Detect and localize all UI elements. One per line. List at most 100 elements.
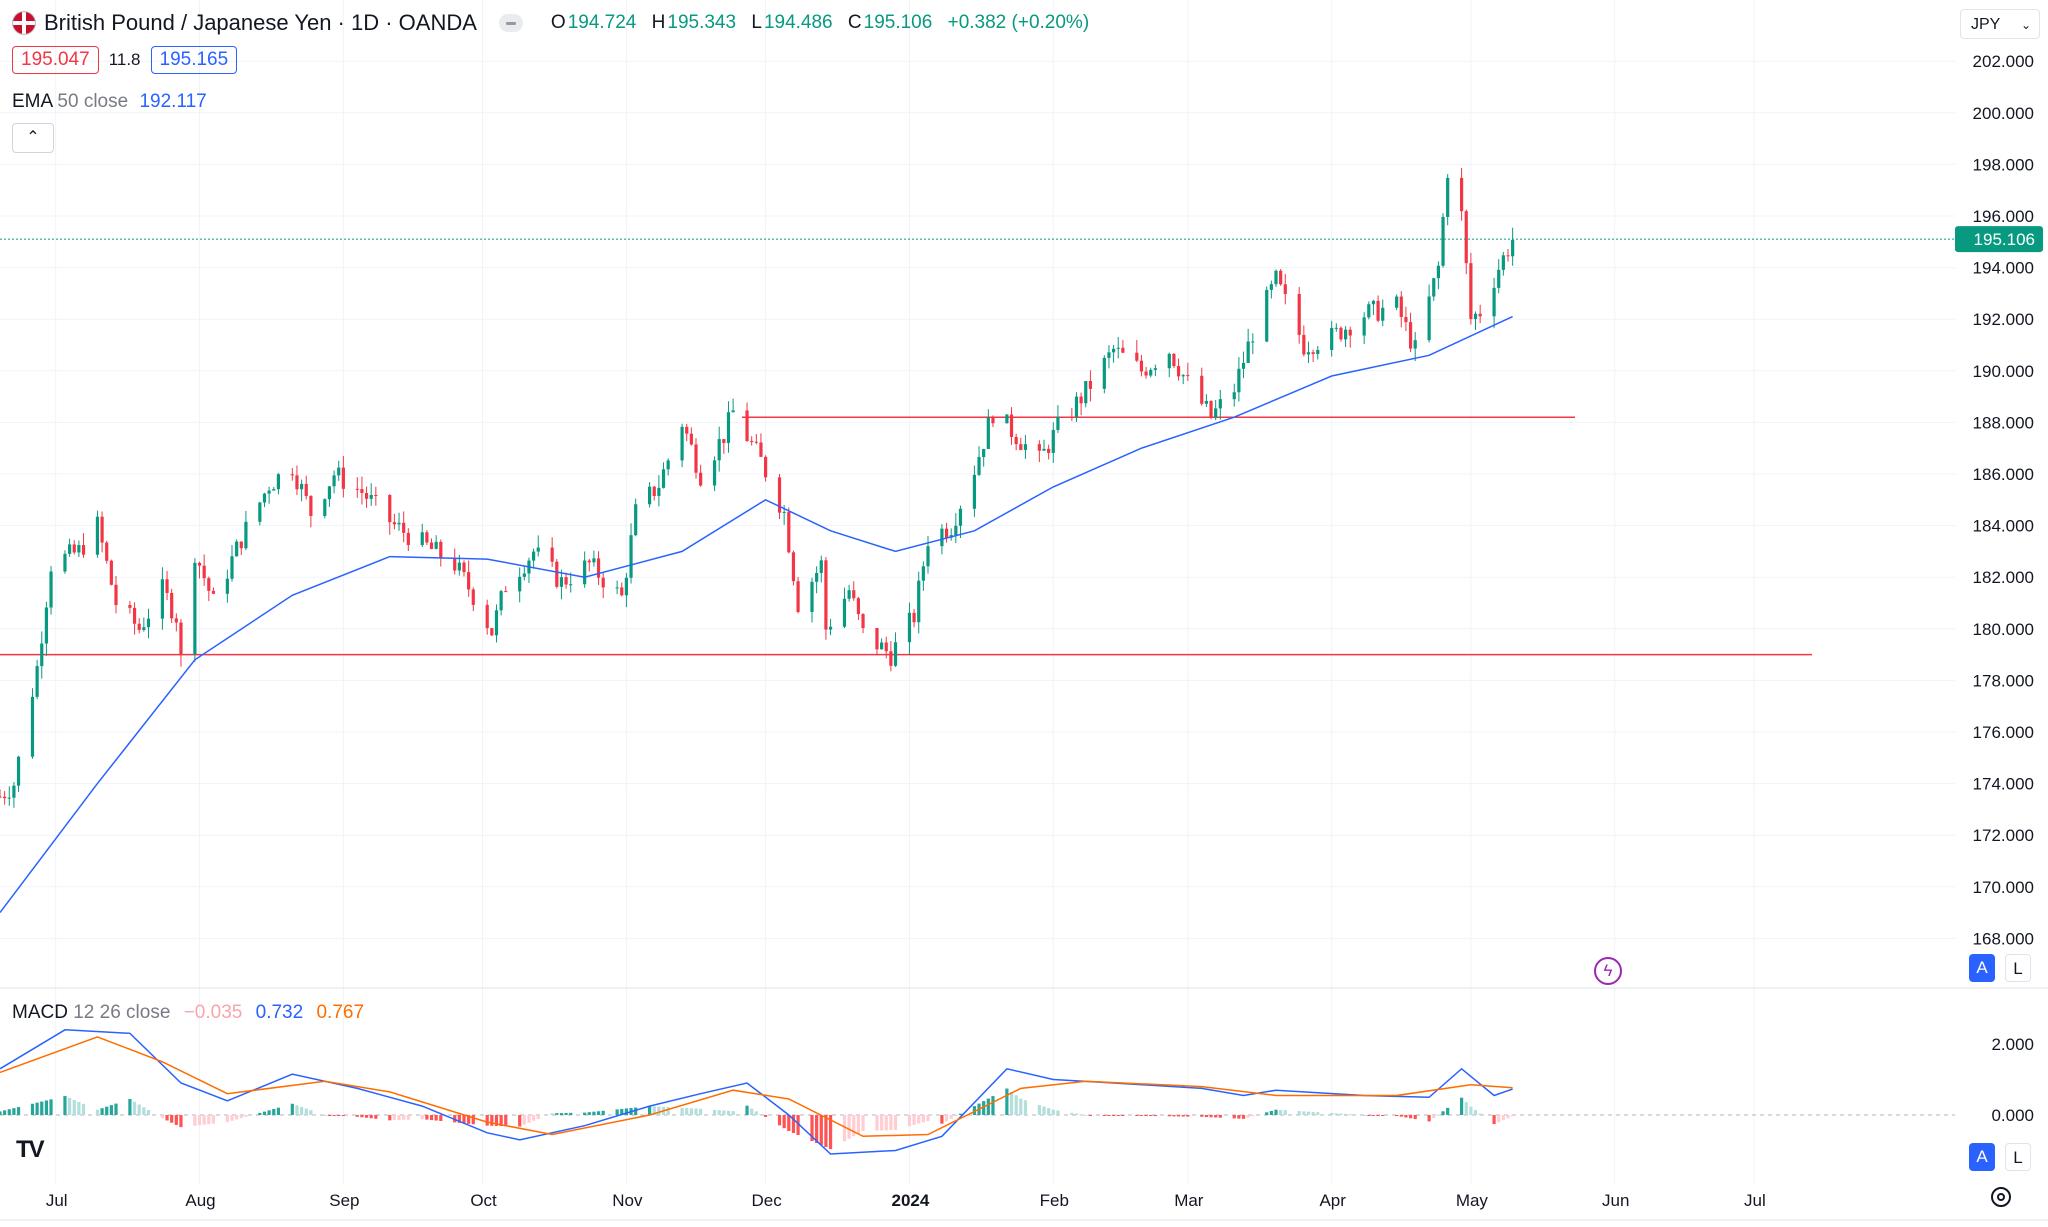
macd-histogram-bar — [1172, 1115, 1176, 1117]
auto-scale-button[interactable]: A — [1969, 954, 1995, 982]
candle-body — [912, 612, 916, 623]
time-tick-label: Nov — [612, 1191, 643, 1210]
candle-body — [267, 490, 271, 494]
candle-body — [944, 528, 949, 538]
candle — [1251, 333, 1255, 355]
macd-histogram-bar — [1376, 1115, 1380, 1116]
tradingview-logo-icon[interactable]: TV — [16, 1136, 45, 1163]
macd-histogram-bar — [397, 1115, 401, 1120]
candle — [750, 436, 754, 446]
candle — [661, 462, 666, 489]
price-tick-label: 180.000 — [1973, 620, 2034, 639]
time-tick-label: Jul — [46, 1191, 68, 1210]
macd-auto-scale-button[interactable]: A — [1969, 1143, 1995, 1171]
macd-histogram-bar — [77, 1101, 81, 1115]
macd-histogram-bar — [907, 1115, 912, 1127]
collapse-legend-button[interactable]: ⌃ — [12, 123, 54, 153]
more-options-icon[interactable] — [498, 14, 523, 32]
chevron-up-icon: ⌃ — [26, 129, 40, 146]
currency-select[interactable]: JPY ⌄ — [1960, 9, 2040, 39]
macd-log-scale-button[interactable]: L — [2005, 1143, 2031, 1171]
lightning-icon[interactable]: ϟ — [1594, 957, 1622, 985]
candle-body — [1074, 396, 1079, 418]
candle — [880, 638, 884, 650]
macd-histogram-bar — [880, 1115, 884, 1131]
macd-histogram-bar — [1088, 1115, 1092, 1116]
macd-histogram-bar — [940, 1115, 944, 1124]
macd-histogram-bar — [777, 1115, 782, 1126]
candle-body — [620, 587, 624, 596]
candle-body — [648, 486, 652, 505]
candle-body — [392, 522, 396, 525]
candle-body — [1023, 444, 1028, 450]
macd-histogram-bar — [1186, 1115, 1190, 1117]
settings-gear-icon[interactable] — [1991, 1187, 2011, 1207]
macd-histogram-bar — [1427, 1115, 1431, 1122]
candle — [174, 613, 178, 632]
candle-body — [146, 618, 151, 628]
time-axis[interactable]: Jul Aug Sep Oct Nov Dec 2024 Feb Mar Apr May Jun Jul — [46, 1191, 1766, 1210]
candle-body — [1167, 353, 1171, 369]
candle — [341, 455, 345, 498]
macd-histogram-bar — [1339, 1113, 1343, 1115]
macd-histogram-bar — [754, 1111, 758, 1115]
candle — [1102, 355, 1106, 394]
candle — [1005, 414, 1009, 424]
candle — [1279, 269, 1283, 286]
low-key: L — [751, 12, 762, 33]
macd-legend[interactable]: MACD 12 26 close −0.035 0.732 0.767 — [12, 1002, 364, 1024]
candle-body — [1348, 329, 1352, 336]
candle-body — [30, 696, 35, 757]
candle — [893, 632, 898, 667]
macd-histogram-bar — [712, 1109, 717, 1115]
candle-body — [1214, 408, 1218, 418]
high-value: 195.343 — [667, 12, 737, 33]
macd-axis[interactable]: 2.000 0.000 — [1991, 1035, 2034, 1125]
candle-body — [615, 587, 619, 589]
candle-body — [601, 577, 605, 588]
candle-body — [569, 584, 573, 586]
candle-body — [374, 494, 378, 496]
candle-body — [1432, 278, 1436, 297]
macd-histogram-bar — [1074, 1113, 1079, 1115]
macd-histogram-bar — [1232, 1115, 1236, 1119]
candle — [1269, 280, 1273, 299]
candle — [1014, 433, 1018, 451]
symbol-title[interactable]: British Pound / Japanese Yen · 1D · OAND… — [44, 10, 477, 35]
candle — [712, 456, 717, 492]
log-scale-button[interactable]: L — [2005, 954, 2031, 982]
ema-legend[interactable]: EMA 50 close 192.117 — [12, 91, 207, 113]
candle-body — [1204, 401, 1208, 404]
price-tick-label: 172.000 — [1973, 826, 2034, 845]
candle-body — [596, 558, 601, 578]
macd-histogram-bar — [657, 1106, 661, 1115]
macd-histogram-bar — [402, 1115, 406, 1120]
bid-ask: 195.047 11.8 195.165 — [12, 46, 238, 74]
macd-histogram-bar — [949, 1115, 953, 1119]
candle — [262, 492, 267, 508]
candle — [1019, 437, 1023, 451]
macd-histogram-bar — [991, 1096, 995, 1115]
macd-histogram-bar — [527, 1115, 531, 1123]
candle — [527, 557, 531, 583]
candles — [0, 167, 1515, 808]
buy-price-button[interactable]: 195.165 — [150, 46, 238, 74]
candle-body — [634, 504, 638, 536]
macd-histogram-bar — [726, 1110, 731, 1115]
candle — [852, 581, 856, 601]
macd-histogram-bar — [1149, 1115, 1153, 1117]
candle — [1478, 304, 1482, 324]
price-axis[interactable]: 202.000 200.000 198.000 196.000 194.000 192.0… — [1973, 52, 2034, 948]
candle-body — [532, 551, 536, 561]
price-tick-label: 202.000 — [1973, 52, 2034, 71]
candle-body — [193, 562, 197, 655]
candle-body — [777, 477, 782, 513]
macd-histogram-bar — [1121, 1115, 1125, 1116]
candle — [1144, 366, 1148, 379]
candle — [796, 576, 800, 614]
sell-price-button[interactable]: 195.047 — [12, 46, 99, 74]
macd-histogram-bar — [341, 1115, 345, 1117]
candle — [267, 486, 271, 504]
macd-histogram-bar — [1139, 1115, 1144, 1116]
